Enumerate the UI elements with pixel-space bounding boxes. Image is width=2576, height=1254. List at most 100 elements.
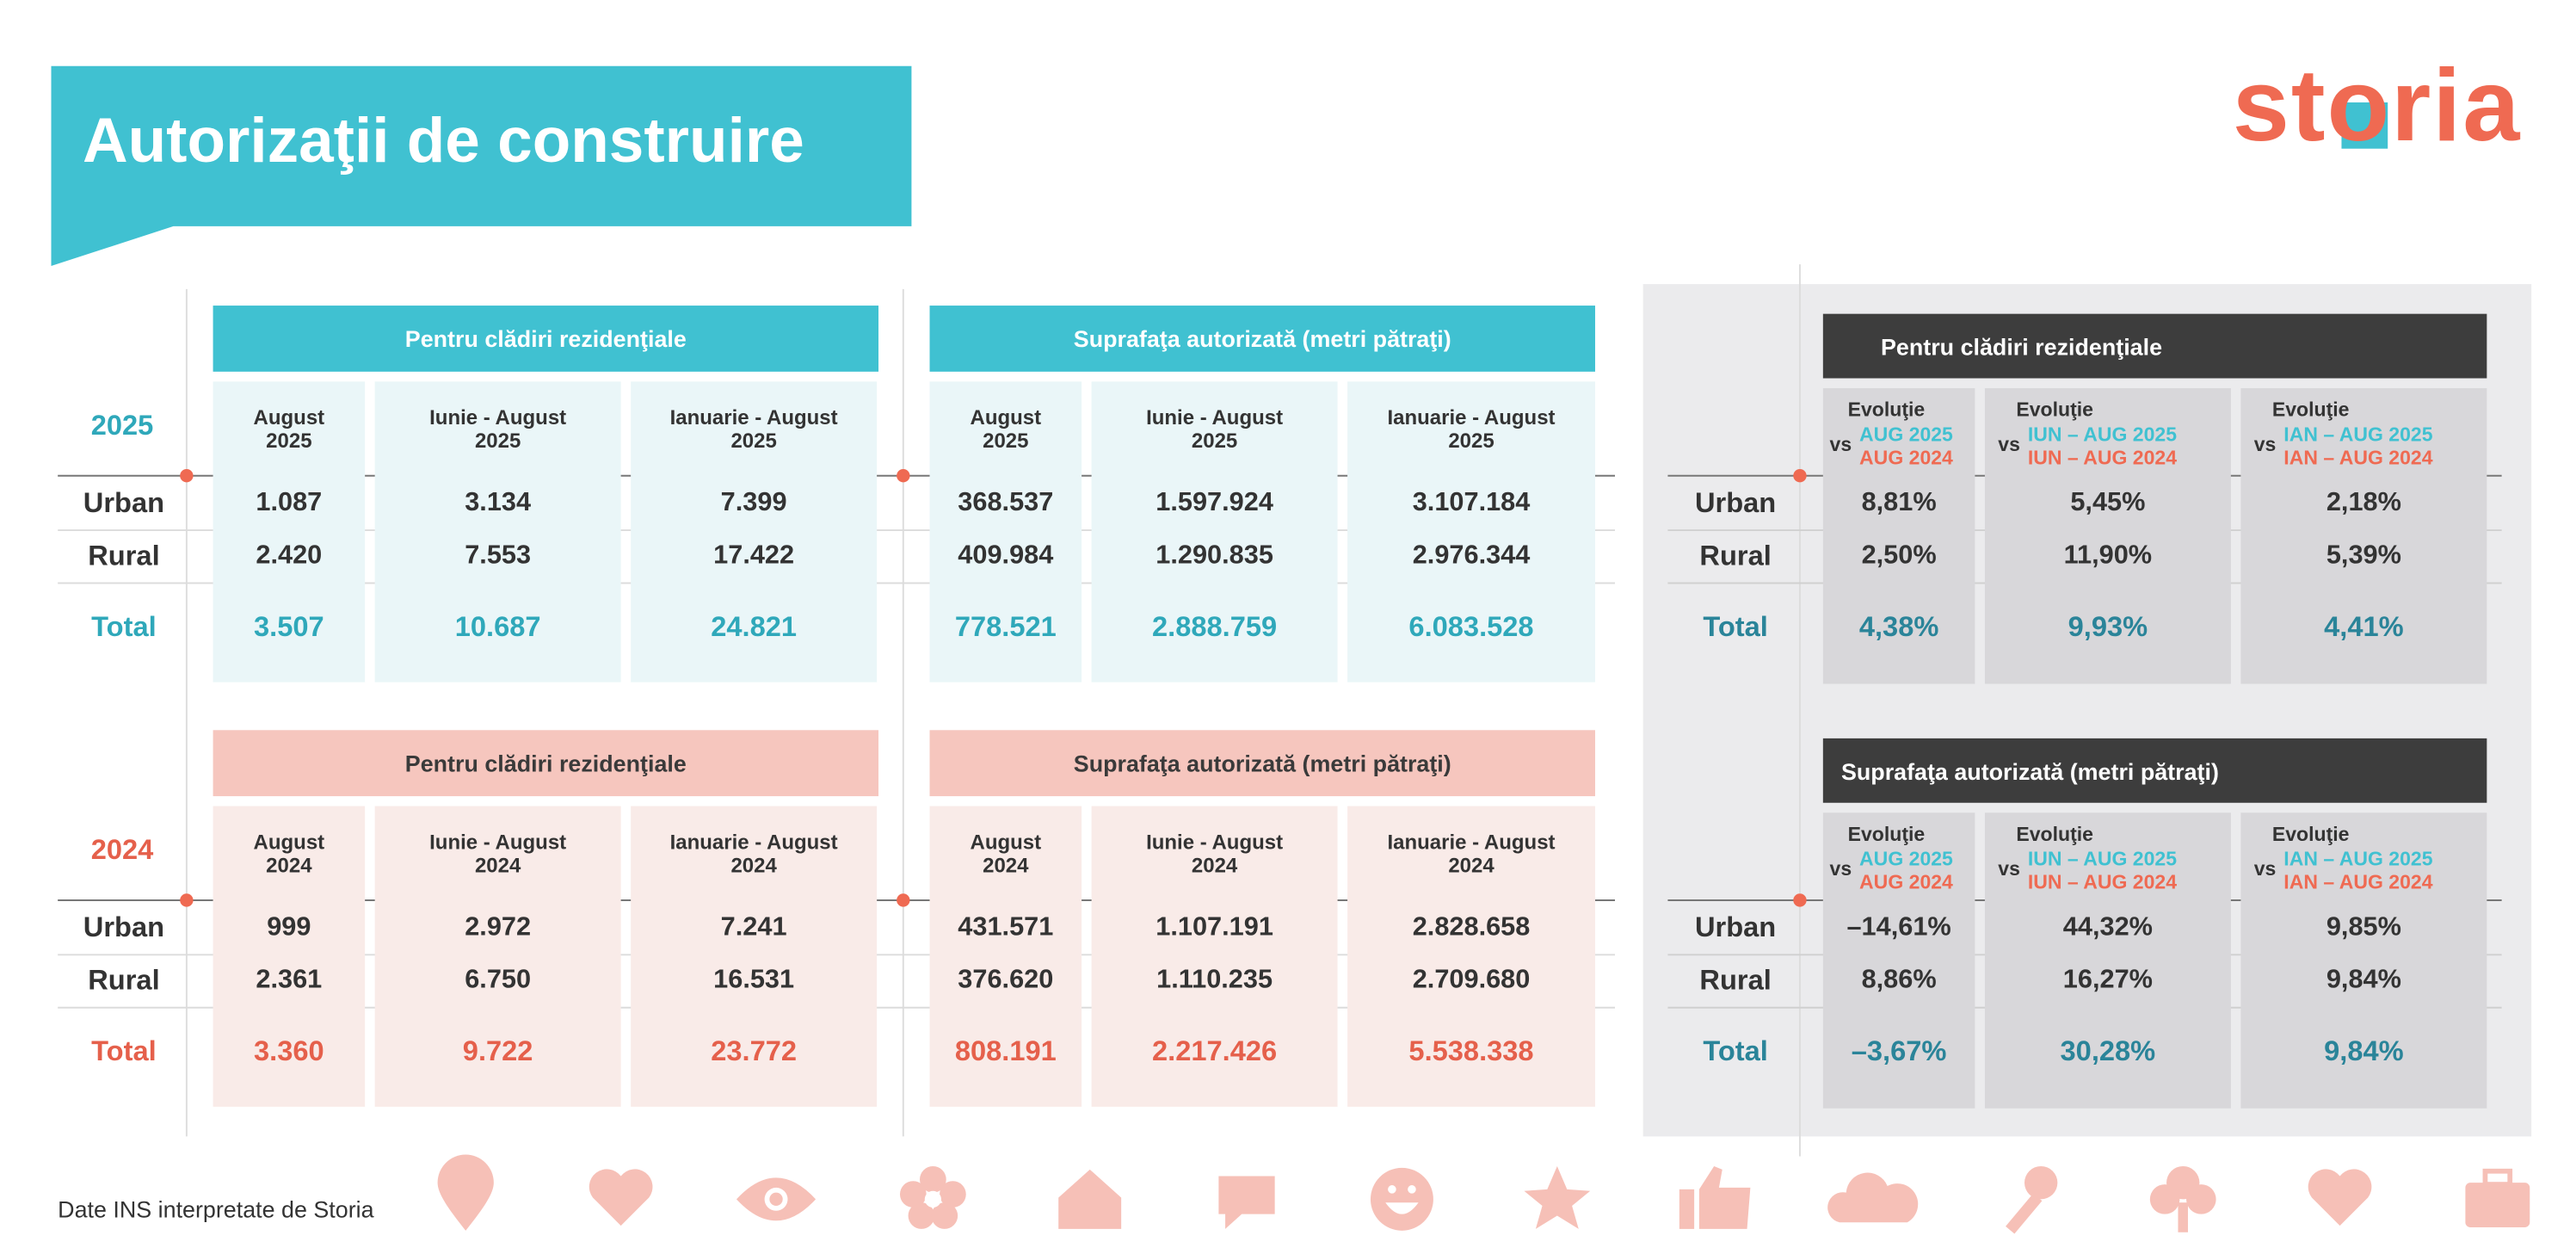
cell-value: 9.722: [462, 1035, 533, 1067]
cell-value: 5.538.338: [1408, 1035, 1534, 1067]
icons: [437, 1154, 2530, 1234]
cell-bg: [929, 806, 1082, 1107]
current-period: IAN – AUG 2025: [2283, 423, 2433, 447]
cell-value: 3.507: [254, 611, 324, 643]
cell-value: 2,18%: [2326, 489, 2401, 517]
column-header-line: August: [970, 406, 1042, 429]
vs-label: vs: [1829, 857, 1852, 880]
cell-bg: [1984, 388, 2231, 684]
group-header: Pentru clădiri rezidenţiale: [213, 306, 879, 372]
evolution-label: Evoluţie: [2016, 398, 2093, 422]
cell-value: 9,93%: [2068, 611, 2148, 643]
previous-period: AUG 2024: [1859, 446, 1953, 470]
column-header: Iunie - August 2025: [1092, 403, 1338, 455]
cell-value: 17.422: [713, 541, 795, 571]
title: Autorizaţii de construire: [82, 107, 804, 177]
year-label: 2025: [90, 409, 154, 442]
column-header-line: Iunie - August: [429, 406, 567, 429]
column-header: Iunie - August 2025: [375, 403, 621, 455]
cell-bg: [1347, 381, 1595, 683]
column-header-line: 2024: [474, 854, 521, 878]
evolution-label: Evoluţie: [2016, 822, 2093, 846]
cell-bg: [213, 381, 366, 683]
cell-bg: [2240, 388, 2487, 684]
row-label: Urban: [1694, 487, 1777, 519]
row-label: Urban: [83, 487, 165, 519]
cell-bg: [213, 806, 366, 1107]
cell-value: 9,84%: [2324, 1035, 2404, 1067]
column-header-line: Ianuarie - August: [1387, 831, 1556, 855]
row-label: Rural: [88, 540, 160, 572]
cell-value: 2,50%: [1861, 541, 1937, 571]
row-label: Rural: [1699, 540, 1772, 572]
group-header: Suprafaţa autorizată (metri pătraţi): [929, 306, 1595, 372]
cell-value: –14,61%: [1846, 913, 1951, 942]
current-period: IUN – AUG 2025: [2027, 423, 2178, 447]
cell-value: 44,32%: [2062, 913, 2153, 942]
title-banner: [51, 65, 912, 266]
cell-bg: [1822, 388, 1975, 684]
cell-value: 2.420: [256, 541, 323, 571]
cell-value: 7.553: [465, 541, 532, 571]
dot: [180, 893, 194, 907]
cell-value: 4,41%: [2324, 611, 2404, 643]
cell-value: 999: [267, 913, 311, 942]
vs-label: vs: [1998, 857, 2020, 880]
evolution-bar: [1822, 313, 2487, 379]
column-header-line: 2024: [266, 854, 312, 878]
column-header: Ianuarie - August 2025: [631, 403, 877, 455]
current-period: IAN – AUG 2025: [2283, 847, 2433, 871]
cell-bg: [374, 806, 621, 1107]
cell-value: 1.597.924: [1156, 489, 1273, 517]
dot: [180, 469, 194, 483]
source-note: Date INS interpretate de Storia: [58, 1195, 374, 1223]
cell-bg: [929, 381, 1082, 683]
column-header-line: Ianuarie - August: [669, 406, 838, 429]
row-label: Total: [1703, 611, 1768, 643]
column-header-line: 2024: [1448, 854, 1494, 878]
column-header: Ianuarie - August 2025: [1347, 403, 1595, 455]
current-period: AUG 2025: [1859, 423, 1953, 447]
cell-value: 16,27%: [2062, 966, 2153, 995]
column-header-line: 2025: [266, 429, 312, 453]
cell-value: 8,86%: [1861, 966, 1937, 995]
evolution-label: Evoluţie: [1847, 822, 1926, 846]
column-header-line: Iunie - August: [1146, 406, 1284, 429]
cell-value: 2.972: [465, 913, 532, 942]
cell-value: 1.087: [256, 489, 323, 517]
cell-bg: [1091, 381, 1338, 683]
cell-value: 2.888.759: [1151, 611, 1278, 643]
vs-label: vs: [2253, 432, 2277, 456]
cell-value: 11,90%: [2063, 541, 2153, 571]
cell-value: 6.083.528: [1408, 611, 1534, 643]
cell-value: –3,67%: [1851, 1035, 1947, 1067]
column-header-line: 2024: [730, 854, 777, 878]
evolution-label: Evoluţie: [2271, 822, 2350, 846]
column-header: Iunie - August 2024: [375, 828, 621, 880]
row-label: Urban: [1694, 911, 1777, 943]
cell-value: 5,45%: [2070, 489, 2146, 517]
row-label: Total: [91, 1035, 157, 1067]
evolution-label: Evoluţie: [2271, 398, 2350, 422]
cell-value: 368.537: [958, 489, 1054, 517]
column-header: Ianuarie - August 2024: [1347, 828, 1595, 880]
current-period: AUG 2025: [1859, 847, 1953, 871]
previous-period: AUG 2024: [1859, 870, 1953, 894]
column-header-line: August: [970, 831, 1042, 855]
cell-bg: [1984, 812, 2231, 1109]
row-label: Total: [91, 611, 157, 643]
cell-bg: [631, 381, 878, 683]
cell-bg: [1822, 812, 1975, 1109]
cell-bg: [631, 806, 878, 1107]
cell-bg: [2240, 812, 2487, 1109]
row-label: Rural: [88, 964, 160, 997]
cell-value: 10.687: [454, 611, 541, 643]
cell-value: 1.110.235: [1156, 966, 1273, 995]
cell-value: 5,39%: [2326, 541, 2401, 571]
column-header-line: Iunie - August: [429, 831, 567, 855]
column-header-line: 2025: [983, 429, 1029, 453]
cell-value: 808.191: [954, 1035, 1057, 1067]
previous-period: IUN – AUG 2024: [2027, 446, 2178, 470]
cell-value: 7.241: [720, 913, 787, 942]
cell-value: 30,28%: [2060, 1035, 2156, 1067]
